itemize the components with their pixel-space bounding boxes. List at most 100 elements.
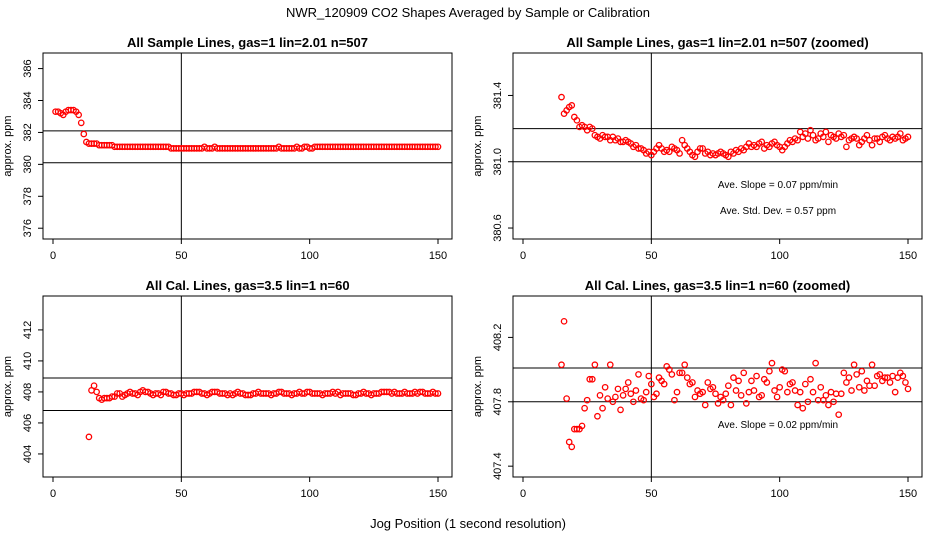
data-point xyxy=(845,374,853,381)
y-axis-label: approx. ppm xyxy=(2,115,14,176)
data-point xyxy=(622,385,630,393)
x-tick-label: 100 xyxy=(770,488,788,500)
data-point xyxy=(794,136,801,144)
y-tick-label: 380.6 xyxy=(492,214,504,242)
data-point xyxy=(830,398,837,406)
data-point xyxy=(581,404,588,412)
data-point xyxy=(573,425,581,433)
x-tick-label: 150 xyxy=(429,488,447,500)
data-point xyxy=(689,379,696,386)
data-point xyxy=(825,401,832,409)
data-point xyxy=(586,375,594,383)
y-axis-label: approx. ppm xyxy=(472,115,484,176)
data-point xyxy=(804,135,812,142)
data-point xyxy=(724,153,732,161)
y-tick-label: 412 xyxy=(22,321,34,339)
data-point xyxy=(871,135,878,142)
data-point xyxy=(812,359,819,367)
y-tick-label: 381.0 xyxy=(492,148,504,176)
data-point xyxy=(807,375,814,383)
data-point xyxy=(714,400,722,407)
data-point xyxy=(434,390,442,397)
x-tick-label: 0 xyxy=(50,488,56,500)
y-tick-label: 406 xyxy=(22,414,34,432)
data-point xyxy=(563,395,570,402)
data-point xyxy=(696,145,704,152)
data-point xyxy=(683,374,691,381)
x-tick-label: 100 xyxy=(300,250,318,262)
data-point xyxy=(612,393,619,401)
data-point xyxy=(640,396,647,404)
data-point xyxy=(709,383,717,391)
data-point xyxy=(604,395,612,402)
x-tick-label: 150 xyxy=(899,250,917,262)
data-point xyxy=(619,392,627,399)
data-point xyxy=(568,443,576,451)
data-point xyxy=(742,400,750,407)
data-point xyxy=(794,401,801,409)
data-point xyxy=(817,383,825,391)
data-point xyxy=(80,130,88,138)
data-point xyxy=(863,131,871,139)
data-point xyxy=(660,380,668,388)
data-point xyxy=(601,383,609,391)
data-point xyxy=(432,390,439,397)
y-tick-label: 378 xyxy=(22,187,34,205)
data-point xyxy=(853,371,861,378)
data-point xyxy=(701,401,709,409)
data-point xyxy=(768,359,776,367)
y-axis-label: approx. ppm xyxy=(2,356,14,417)
data-point xyxy=(614,385,622,393)
data-point xyxy=(588,375,596,383)
data-point xyxy=(75,111,83,119)
data-point xyxy=(837,390,845,398)
x-tick-label: 150 xyxy=(429,250,447,262)
data-point xyxy=(704,379,712,386)
data-point xyxy=(773,393,781,401)
panel-title: All Cal. Lines, gas=3.5 lin=1 n=60 xyxy=(145,278,349,293)
data-point xyxy=(596,392,604,399)
data-point xyxy=(840,131,848,139)
data-point xyxy=(673,388,681,396)
data-point xyxy=(578,422,586,430)
data-point xyxy=(632,387,640,394)
x-tick-label: 0 xyxy=(50,250,56,262)
data-point xyxy=(85,433,93,441)
data-point xyxy=(645,372,653,380)
data-point xyxy=(750,387,758,394)
data-point xyxy=(642,388,650,396)
data-point xyxy=(835,411,843,419)
data-point xyxy=(781,367,789,375)
data-point xyxy=(904,133,912,141)
data-point xyxy=(899,372,907,380)
data-point xyxy=(896,130,904,137)
y-tick-label: 376 xyxy=(22,219,34,237)
y-tick-label: 384 xyxy=(22,91,34,109)
annotation-text: Ave. Slope = 0.02 ppm/min xyxy=(718,420,838,431)
data-point xyxy=(599,404,606,412)
data-point xyxy=(560,317,568,325)
data-point xyxy=(891,388,899,396)
data-point xyxy=(434,143,442,151)
data-point xyxy=(617,406,624,414)
plot-frame xyxy=(42,295,453,478)
figure-x-axis-label: Jog Position (1 second resolution) xyxy=(370,516,566,531)
data-point xyxy=(843,143,850,151)
data-point xyxy=(737,392,745,399)
data-point xyxy=(568,102,576,109)
x-tick-label: 100 xyxy=(770,250,788,262)
data-point xyxy=(801,380,809,388)
plot-frame xyxy=(512,295,923,478)
data-point xyxy=(876,138,884,146)
data-point xyxy=(871,382,878,390)
data-point xyxy=(740,369,748,377)
panel-1: All Sample Lines, gas=1 lin=2.01 n=507 0 5… xyxy=(2,35,453,262)
figure-title: NWR_120909 CO2 Shapes Averaged by Sample… xyxy=(286,5,650,20)
data-point xyxy=(868,361,876,369)
data-point xyxy=(801,130,809,137)
data-point xyxy=(691,393,699,401)
data-point xyxy=(665,148,673,156)
data-point xyxy=(90,382,98,390)
data-point xyxy=(653,390,660,398)
